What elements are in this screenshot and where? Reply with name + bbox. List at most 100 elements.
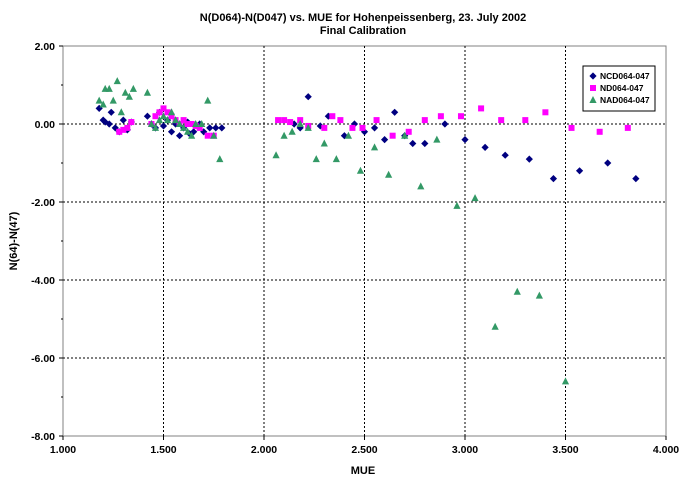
- data-point: [391, 108, 399, 116]
- data-point: [471, 194, 479, 202]
- data-point: [373, 117, 380, 124]
- data-point: [304, 123, 312, 131]
- legend-label: NCD064-047: [600, 71, 650, 81]
- data-point: [481, 143, 489, 151]
- data-point: [542, 109, 549, 116]
- data-point: [212, 124, 220, 132]
- data-point: [129, 84, 137, 92]
- data-point: [155, 116, 164, 124]
- data-point: [433, 135, 441, 143]
- y-tick-label: 2.00: [35, 41, 56, 53]
- data-point: [624, 124, 631, 131]
- data-point: [370, 124, 379, 132]
- data-point: [218, 124, 226, 132]
- y-tick-label: 0.00: [35, 119, 56, 131]
- data-point: [121, 88, 129, 96]
- data-point: [180, 117, 187, 124]
- grid-layer: [63, 46, 666, 436]
- data-point: [180, 123, 188, 131]
- data-point: [604, 159, 612, 167]
- data-point: [401, 131, 409, 139]
- data-point: [204, 132, 211, 139]
- data-point: [457, 113, 464, 120]
- data-point: [513, 287, 521, 295]
- data-point: [350, 120, 359, 128]
- legend-label: ND064-047: [600, 83, 644, 93]
- series-NAD064-047: [95, 77, 570, 385]
- data-point: [287, 119, 294, 126]
- data-point: [167, 128, 176, 136]
- data-point: [184, 121, 191, 127]
- data-point: [525, 155, 533, 163]
- data-point: [216, 155, 224, 163]
- legend-marker: [589, 72, 597, 80]
- data-point: [344, 131, 353, 139]
- data-point: [99, 100, 107, 108]
- data-point: [119, 116, 127, 124]
- legend-marker: [589, 96, 597, 103]
- data-point: [461, 136, 469, 144]
- data-point: [568, 124, 575, 131]
- x-tick-label: 2.000: [251, 444, 277, 456]
- data-point: [275, 117, 282, 124]
- data-point: [143, 88, 152, 96]
- data-point: [206, 124, 214, 132]
- data-point: [498, 117, 505, 124]
- y-tick-label: -2.00: [31, 197, 55, 209]
- data-point: [522, 117, 529, 124]
- data-point: [370, 143, 379, 151]
- data-point: [405, 128, 412, 135]
- data-point: [188, 131, 196, 139]
- data-point: [175, 120, 184, 127]
- data-point: [409, 139, 417, 148]
- x-tick-label: 3.000: [452, 444, 478, 456]
- data-point: [105, 84, 113, 92]
- data-point: [159, 112, 168, 120]
- data-point: [109, 96, 117, 104]
- data-point: [349, 124, 356, 131]
- data-point: [453, 201, 461, 209]
- data-point: [288, 127, 296, 135]
- data-point: [478, 105, 485, 112]
- data-point: [321, 124, 328, 131]
- data-point: [164, 109, 171, 116]
- data-point: [120, 126, 127, 133]
- y-tick-label: -8.00: [31, 431, 55, 443]
- data-point: [116, 128, 123, 135]
- data-point: [381, 136, 389, 144]
- data-point: [184, 127, 192, 135]
- data-point: [272, 151, 280, 159]
- data-point: [421, 117, 428, 124]
- data-point: [152, 113, 159, 120]
- plot-area: [62, 45, 667, 437]
- ticks-layer: 1.000 1.500 2.000 2.500 3.000 3.500 4.000 2.00 0…: [31, 41, 679, 456]
- data-point: [188, 121, 195, 127]
- data-point: [160, 105, 167, 112]
- data-point: [549, 175, 558, 183]
- data-point: [198, 120, 206, 127]
- chart-subtitle: Final Calibration: [320, 25, 406, 37]
- data-point: [143, 112, 152, 120]
- x-tick-label: 3.500: [552, 444, 578, 456]
- data-point: [421, 139, 429, 148]
- data-point: [535, 291, 543, 299]
- data-point: [117, 108, 125, 116]
- data-point: [437, 113, 444, 120]
- y-tick-label: -6.00: [31, 353, 55, 365]
- data-point: [320, 139, 328, 147]
- y-axis-label: N(64)-N(47): [8, 211, 20, 270]
- legend: NCD064-047 ND064-047 NAD064-047: [582, 65, 656, 112]
- data-point: [210, 131, 218, 139]
- data-point: [167, 108, 176, 116]
- data-point: [105, 120, 113, 128]
- data-point: [95, 96, 103, 104]
- data-point: [281, 117, 288, 124]
- data-point: [128, 119, 135, 126]
- data-point: [151, 123, 160, 131]
- data-point: [290, 120, 298, 128]
- data-point: [196, 124, 203, 131]
- data-point: [329, 113, 336, 120]
- data-point: [125, 92, 133, 100]
- data-point: [316, 122, 324, 130]
